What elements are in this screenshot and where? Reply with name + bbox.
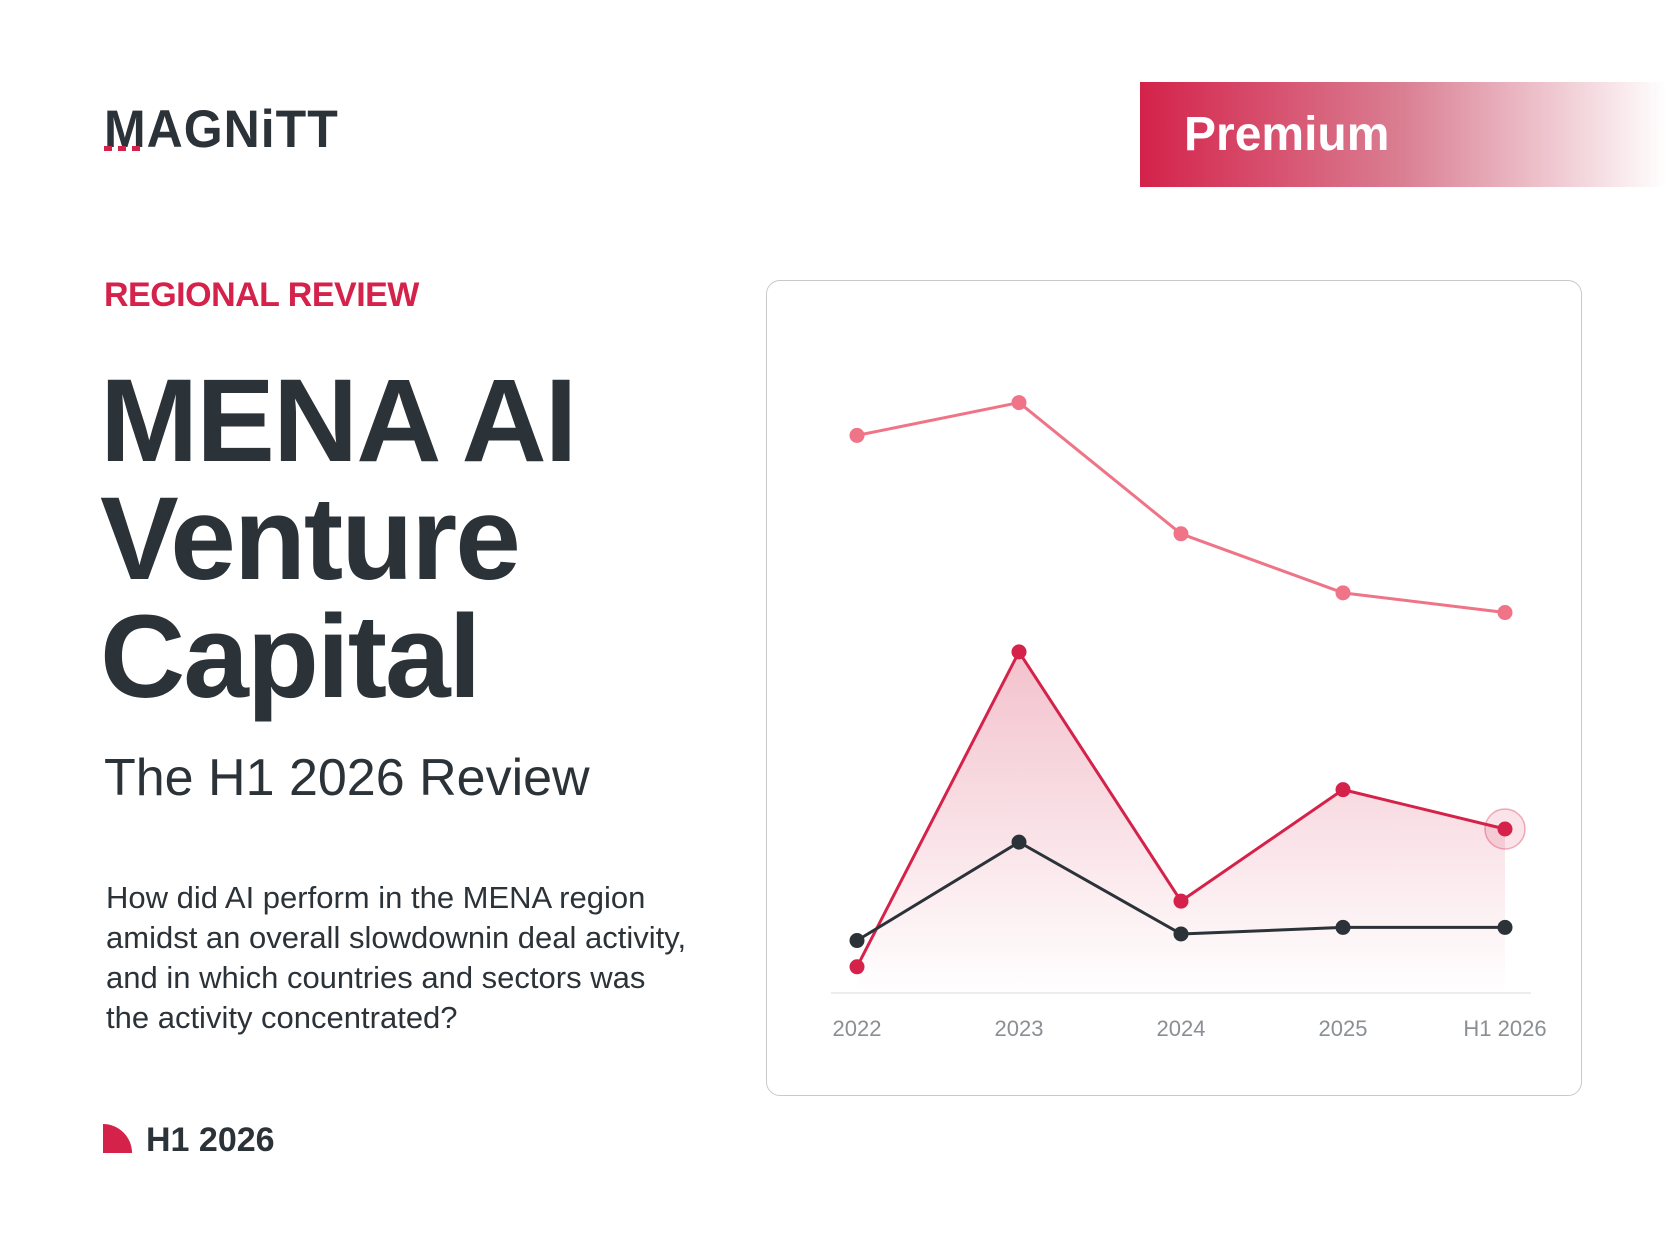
x-tick-label: H1 2026 bbox=[1463, 1016, 1546, 1041]
x-tick-label: 2024 bbox=[1157, 1016, 1206, 1041]
data-point bbox=[1173, 926, 1189, 942]
data-point bbox=[1335, 782, 1351, 798]
page-title: MENA AI Venture Capital bbox=[100, 362, 740, 716]
x-tick-label: 2025 bbox=[1319, 1016, 1368, 1041]
x-tick-label: 2022 bbox=[833, 1016, 882, 1041]
data-point bbox=[1335, 585, 1351, 601]
data-point bbox=[849, 959, 865, 975]
logo-accent-dots bbox=[104, 146, 140, 151]
premium-badge-label: Premium bbox=[1184, 108, 1390, 161]
data-point bbox=[1497, 919, 1513, 935]
data-point bbox=[1173, 526, 1189, 542]
data-point bbox=[1497, 605, 1513, 621]
chart-card: 2022 2023 2024 2025 H1 2026 bbox=[766, 280, 1582, 1096]
data-point bbox=[1497, 821, 1513, 837]
page-subtitle: The H1 2026 Review bbox=[104, 749, 590, 807]
title-line: Capital bbox=[100, 591, 481, 723]
title-line: Venture bbox=[100, 473, 521, 605]
brand-logo: MAGNiTT bbox=[104, 99, 339, 159]
premium-badge: Premium bbox=[1140, 82, 1667, 187]
quarter-circle-icon bbox=[103, 1124, 132, 1153]
data-point bbox=[1173, 893, 1189, 909]
data-point bbox=[1011, 395, 1027, 411]
series-line bbox=[856, 401, 1506, 615]
description-line: How did AI perform in the MENA region bbox=[106, 880, 646, 915]
description-line: and in which countries and sectors was bbox=[106, 960, 646, 995]
data-point bbox=[1011, 834, 1027, 850]
data-point bbox=[849, 427, 865, 443]
data-point bbox=[1335, 919, 1351, 935]
title-line: MENA AI bbox=[100, 355, 577, 487]
series-area bbox=[857, 651, 1505, 993]
section-kicker: REGIONAL REVIEW bbox=[104, 276, 419, 314]
data-point bbox=[1011, 644, 1027, 660]
line-chart: 2022 2023 2024 2025 H1 2026 bbox=[831, 395, 1547, 1041]
x-tick-label: 2023 bbox=[995, 1016, 1044, 1041]
description-line: amidst an overall slowdownin deal activi… bbox=[106, 920, 687, 955]
description-line: the activity concentrated? bbox=[106, 1000, 458, 1035]
description-text: How did AI perform in the MENA region am… bbox=[106, 878, 746, 1038]
footer-period-label: H1 2026 bbox=[146, 1121, 275, 1159]
data-point bbox=[849, 933, 865, 949]
